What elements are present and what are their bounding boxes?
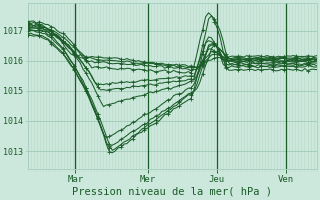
X-axis label: Pression niveau de la mer( hPa ): Pression niveau de la mer( hPa ) bbox=[72, 187, 272, 197]
